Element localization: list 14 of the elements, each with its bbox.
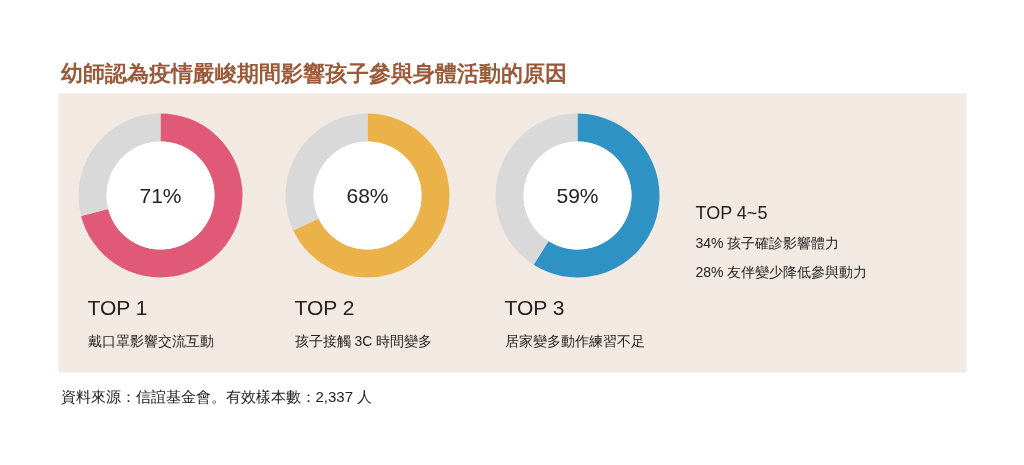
text: 28% 友伴變少降低參與動力: [695, 263, 868, 280]
text: 幼師認為疫情嚴峻期間影響孩子參與身體活動的原因: [60, 59, 567, 86]
text: 71%: [139, 184, 182, 207]
text: TOP 1: [87, 296, 148, 319]
text: TOP 4~5: [695, 202, 768, 223]
text: 68%: [346, 184, 389, 207]
text: 34% 孩子確診影響體力: [695, 234, 840, 251]
text: TOP 2: [294, 296, 355, 319]
text: 戴口罩影響交流互動: [87, 332, 214, 349]
source-note: 資料來源：信誼基金會。有效樣本數：2,337 人: [60, 388, 373, 405]
text: 孩子接觸 3C 時間變多: [294, 332, 433, 349]
text: 59%: [556, 184, 599, 207]
text: 居家變多動作練習不足: [504, 332, 645, 349]
text: TOP 3: [504, 296, 565, 319]
